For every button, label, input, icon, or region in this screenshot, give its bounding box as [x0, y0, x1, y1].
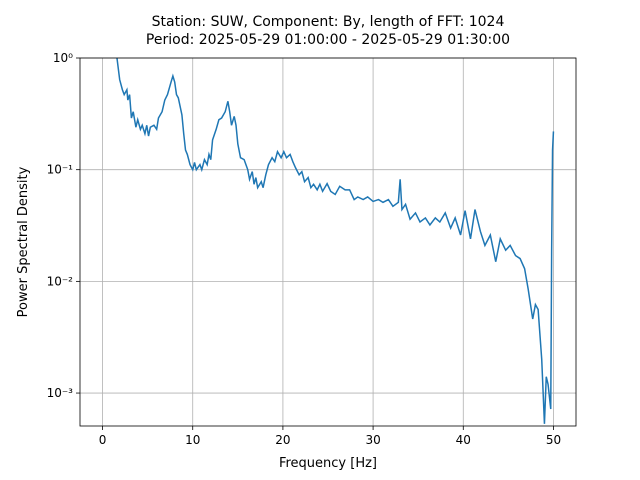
y-tick-label: 10⁻³	[47, 386, 74, 400]
x-tick-label: 20	[275, 433, 290, 447]
x-axis-label: Frequency [Hz]	[279, 456, 377, 471]
y-tick-label: 10⁰	[53, 51, 73, 65]
plot-frame	[79, 57, 577, 427]
y-tick-label: 10⁻²	[47, 274, 74, 288]
y-tick-label: 10⁻¹	[47, 163, 74, 177]
x-tick-label: 10	[185, 433, 200, 447]
chart-subtitle: Period: 2025-05-29 01:00:00 - 2025-05-29…	[146, 32, 510, 48]
x-tick-label: 40	[456, 433, 471, 447]
x-tick-label: 0	[99, 433, 107, 447]
chart-title: Station: SUW, Component: By, length of F…	[152, 14, 505, 30]
x-tick-label: 50	[546, 433, 561, 447]
x-tick-label: 30	[365, 433, 380, 447]
data-line	[116, 58, 555, 424]
y-axis-label: Power Spectral Density	[16, 166, 31, 317]
